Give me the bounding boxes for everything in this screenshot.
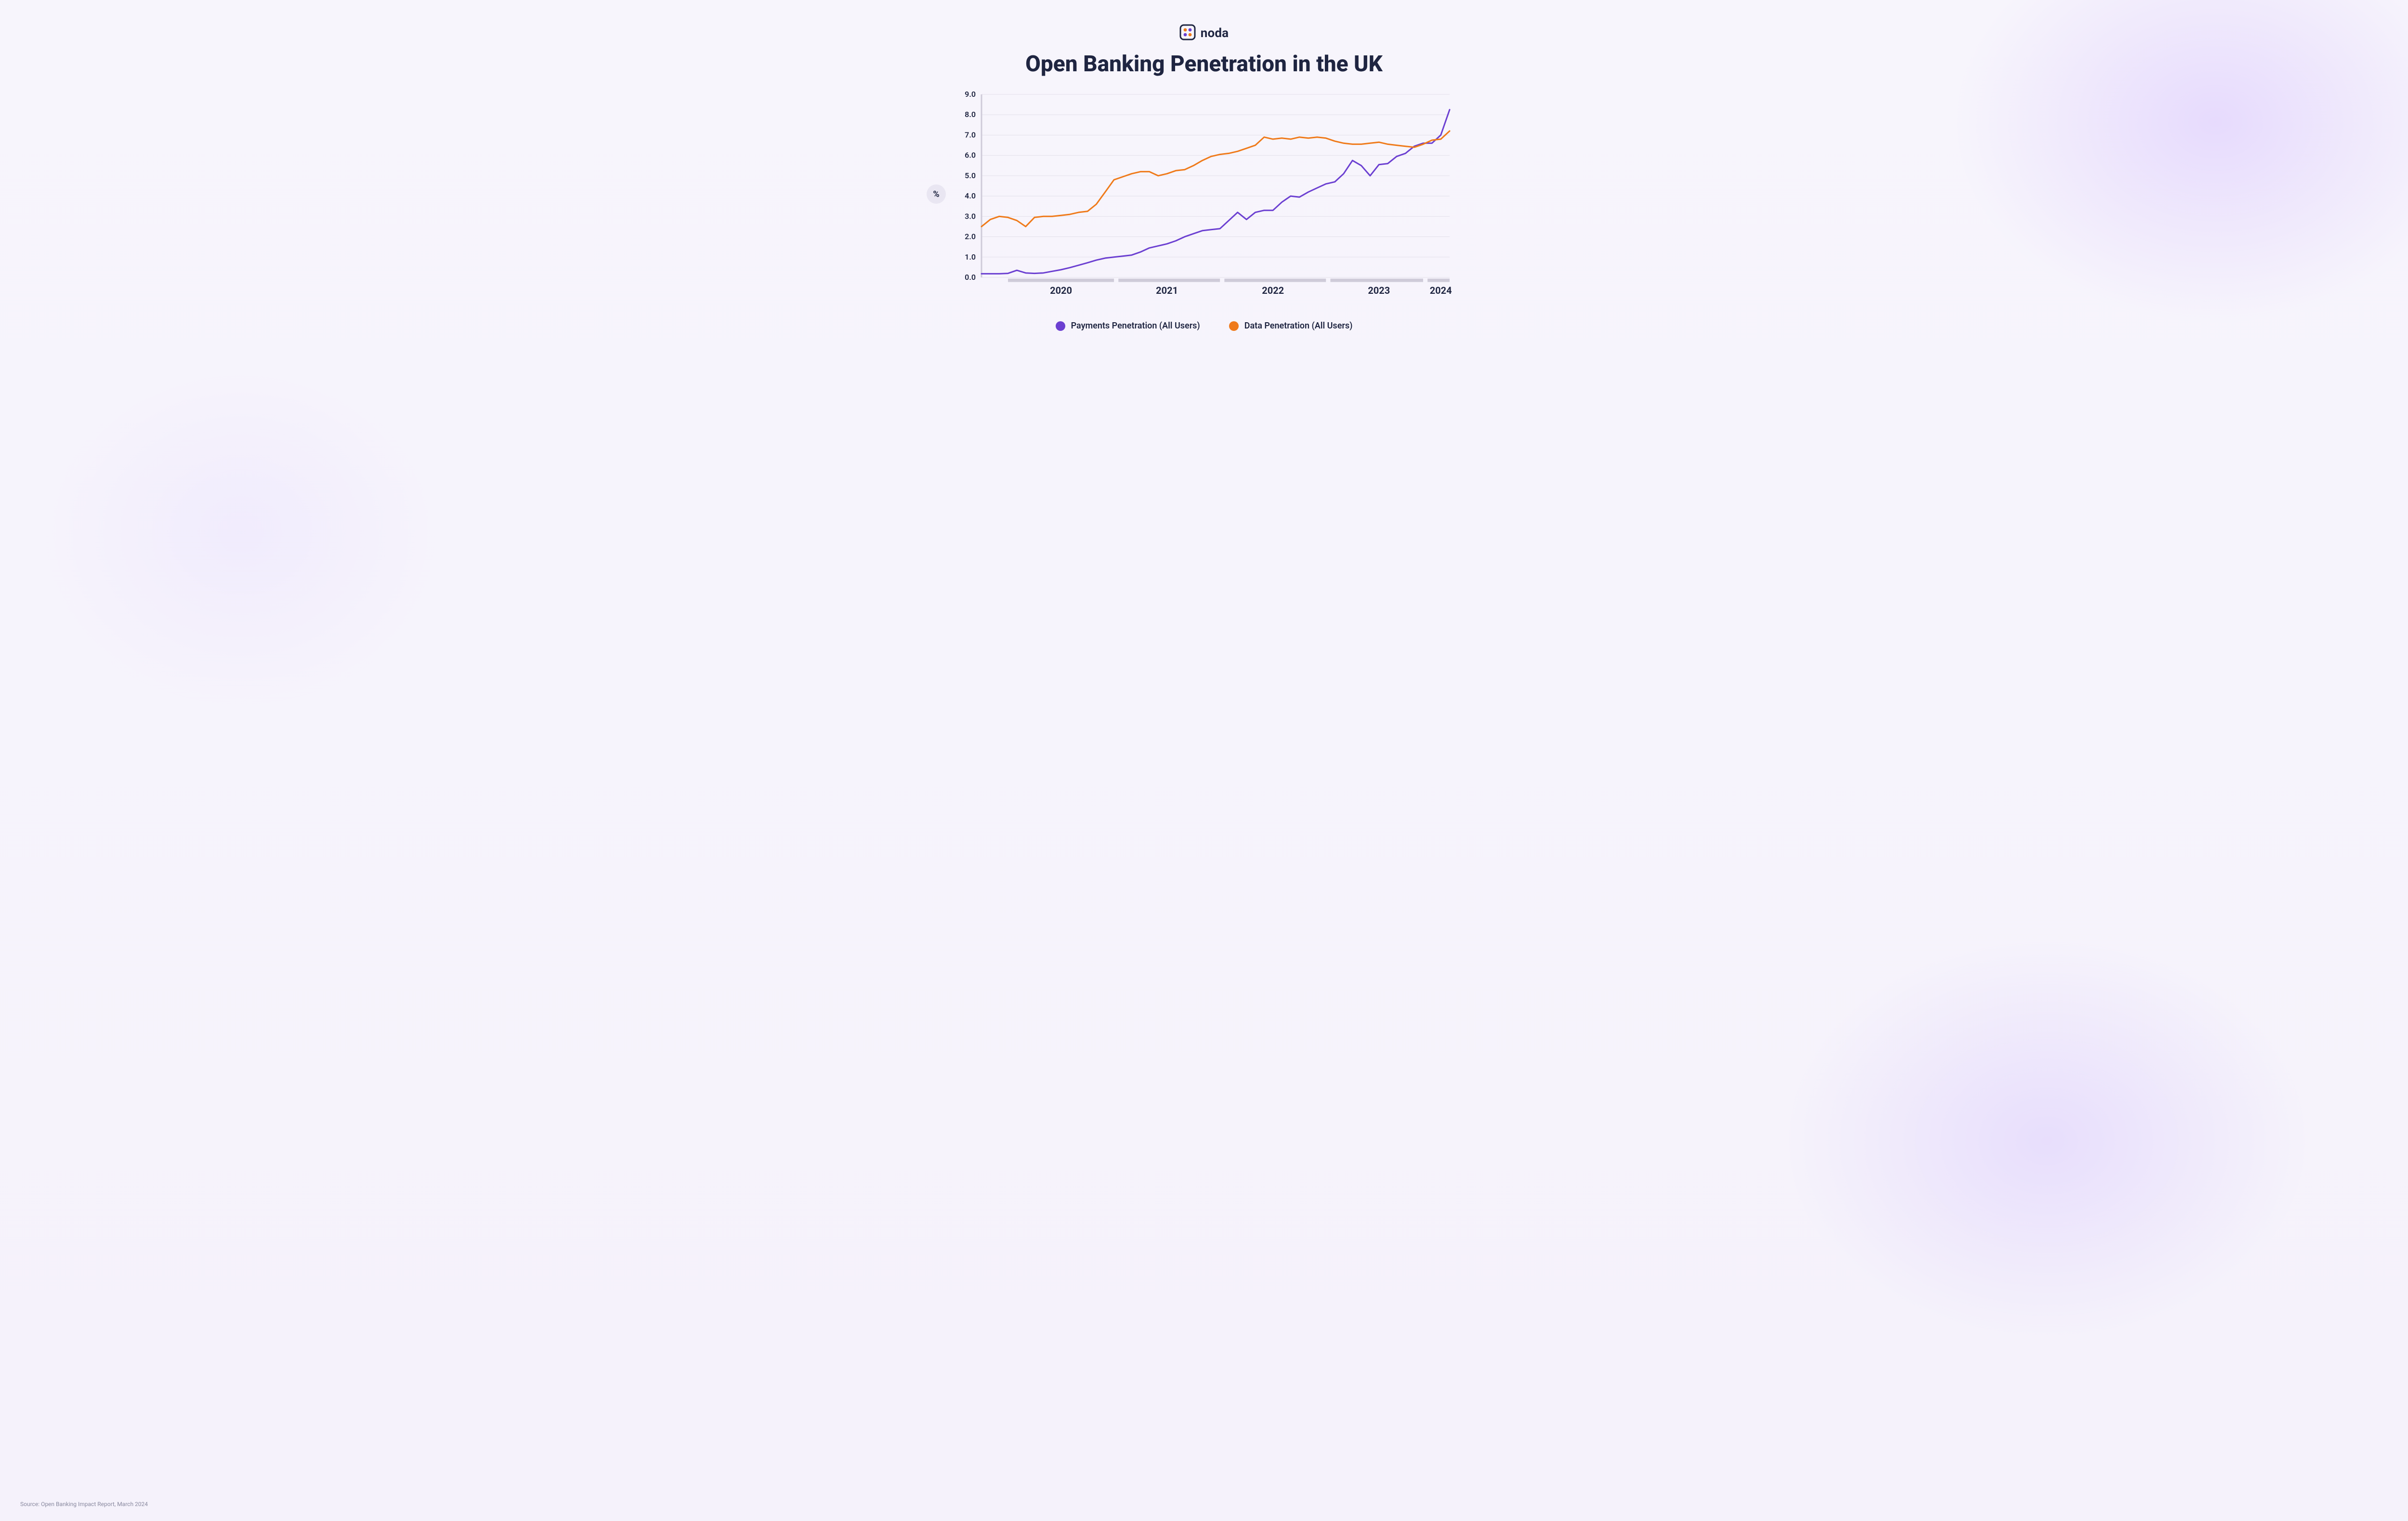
brand-name: noda [1201,26,1229,40]
y-tick-label: 5.0 [965,171,976,180]
y-tick-label: 6.0 [965,151,976,160]
x-tick-label: 2021 [1156,285,1178,296]
page-title: Open Banking Penetration in the UK [843,51,1565,77]
legend-swatch [1056,321,1065,331]
y-tick-label: 8.0 [965,110,976,119]
logo-dot [1188,33,1191,37]
legend-label: Data Penetration (All Users) [1244,321,1353,331]
brand: noda [843,24,1565,42]
legend-swatch [1229,321,1239,331]
logo-dot [1188,28,1191,32]
legend-label: Payments Penetration (All Users) [1071,321,1200,331]
chart-svg: 0.0 1.0 2.0 3.0 4.0 5.0 6.0 7.0 8.0 9.0 2020 2021 2… [954,91,1454,298]
y-tick-label: 1.0 [965,252,976,262]
series-data [982,131,1450,226]
x-tick-label: 2022 [1262,285,1284,296]
series-payments [982,110,1450,274]
x-tick-label: 2023 [1368,285,1390,296]
y-tick-label: 0.0 [965,273,976,282]
logo-dot [1183,33,1187,37]
y-tick-label: 3.0 [965,211,976,221]
y-tick-label: 7.0 [965,130,976,139]
logo-dot [1183,28,1187,32]
x-tick-label: 2024 [1430,285,1452,296]
legend: Payments Penetration (All Users) Data Pen… [843,321,1565,331]
y-tick-label: 4.0 [965,191,976,200]
chart: % 0.01.02.03.04.05.06.07.08.09.0 2020202… [954,91,1454,298]
logo-frame [1180,25,1195,39]
legend-item: Payments Penetration (All Users) [1056,321,1200,331]
y-axis-label: % [927,184,946,204]
brand-logo [1179,24,1196,42]
x-tick-label: 2020 [1050,285,1072,296]
y-tick-label: 2.0 [965,232,976,241]
y-tick-label: 9.0 [965,91,976,99]
source-note: Source: Open Banking Impact Report, Marc… [20,1501,148,1508]
legend-item: Data Penetration (All Users) [1229,321,1353,331]
